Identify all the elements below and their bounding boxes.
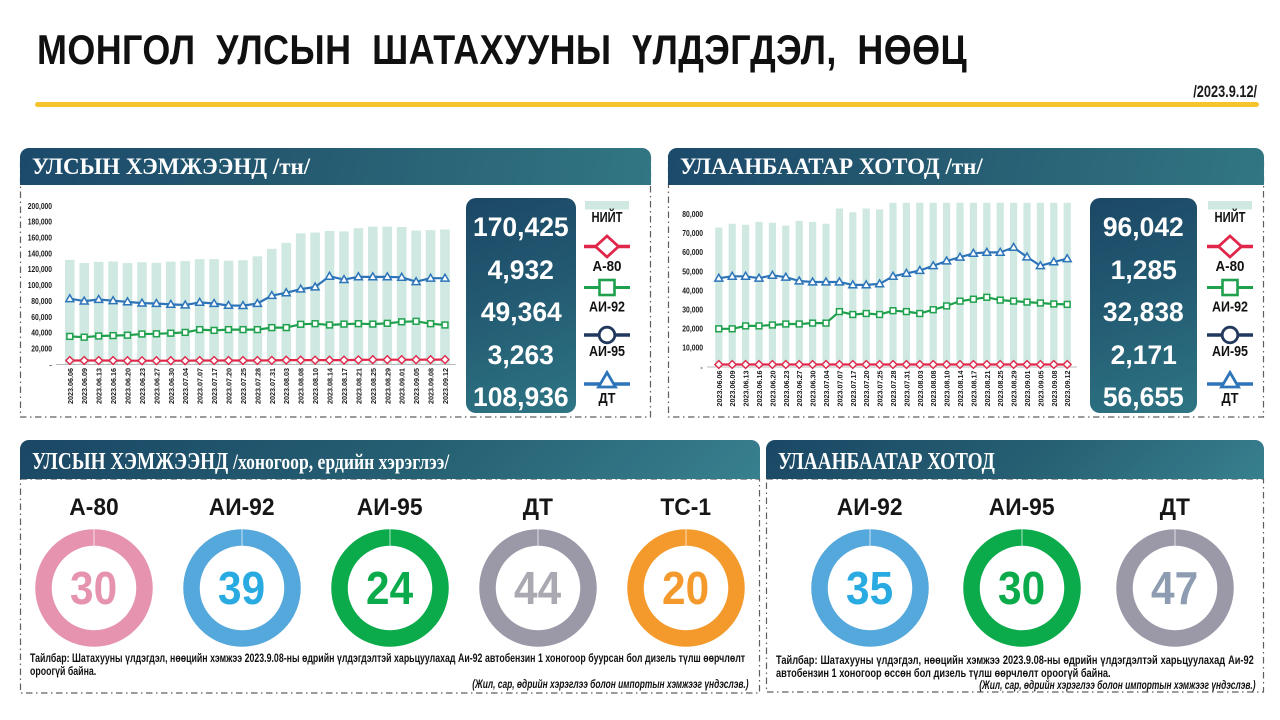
svg-text:2023.06.27: 2023.06.27 [795,371,804,407]
svg-text:180,000: 180,000 [28,218,53,227]
svg-text:70,000: 70,000 [682,229,703,238]
svg-text:-: - [700,363,703,372]
svg-text:20,000: 20,000 [682,325,703,334]
svg-text:2023.09.12: 2023.09.12 [441,368,450,404]
svg-text:2023.06.09: 2023.06.09 [80,368,89,404]
svg-text:2023.06.20: 2023.06.20 [768,371,777,407]
svg-text:2023.06.23: 2023.06.23 [782,371,791,407]
svg-text:НИЙТ: НИЙТ [592,208,623,226]
svg-text:2023.08.29: 2023.08.29 [383,368,392,404]
svg-text:2023.09.08: 2023.09.08 [1050,371,1059,407]
svg-text:10,000: 10,000 [682,344,703,353]
svg-text:А-80: А-80 [593,259,622,275]
svg-text:АИ-92: АИ-92 [589,300,625,316]
svg-text:-: - [49,360,52,369]
svg-text:2023.07.25: 2023.07.25 [876,371,885,407]
svg-text:2023.06.09: 2023.06.09 [728,371,737,407]
svg-text:2023.08.03: 2023.08.03 [282,368,291,404]
svg-text:2023.08.17: 2023.08.17 [340,368,349,404]
svg-text:2023.07.31: 2023.07.31 [902,371,911,407]
svg-text:2023.09.08: 2023.09.08 [427,368,436,404]
svg-text:2023.09.12: 2023.09.12 [1063,371,1072,407]
svg-text:2023.08.25: 2023.08.25 [996,371,1005,407]
svg-text:2023.07.04: 2023.07.04 [822,370,831,407]
svg-text:2023.07.25: 2023.07.25 [239,368,248,404]
svg-text:2023.08.08: 2023.08.08 [297,368,306,404]
svg-text:2023.08.10: 2023.08.10 [943,371,952,407]
svg-text:60,000: 60,000 [682,248,703,257]
svg-text:2023.06.20: 2023.06.20 [124,368,133,404]
svg-text:2023.06.06: 2023.06.06 [66,368,75,404]
svg-text:2023.07.07: 2023.07.07 [196,368,205,404]
svg-text:2023.09.05: 2023.09.05 [412,368,421,404]
svg-text:2023.09.05: 2023.09.05 [1036,371,1045,407]
svg-text:2023.08.10: 2023.08.10 [311,368,320,404]
svg-text:40,000: 40,000 [682,286,703,295]
svg-text:2023.07.28: 2023.07.28 [253,368,262,404]
svg-text:200,000: 200,000 [28,202,53,211]
svg-text:2023.08.08: 2023.08.08 [929,371,938,407]
svg-text:40,000: 40,000 [31,329,52,338]
svg-text:2023.07.28: 2023.07.28 [889,371,898,407]
svg-text:2023.09.01: 2023.09.01 [398,368,407,404]
svg-text:30,000: 30,000 [682,306,703,315]
svg-text:2023.06.13: 2023.06.13 [742,371,751,407]
svg-text:140,000: 140,000 [28,249,53,258]
svg-text:20,000: 20,000 [31,345,52,354]
svg-text:2023.08.17: 2023.08.17 [969,371,978,407]
svg-text:2023.08.14: 2023.08.14 [956,370,965,407]
svg-text:ДТ: ДТ [1222,391,1239,407]
svg-text:2023.06.16: 2023.06.16 [109,368,118,404]
svg-text:2023.07.04: 2023.07.04 [181,367,190,404]
svg-text:2023.06.27: 2023.06.27 [152,368,161,404]
svg-text:2023.09.01: 2023.09.01 [1023,371,1032,407]
svg-text:2023.08.25: 2023.08.25 [369,368,378,404]
svg-text:160,000: 160,000 [28,234,53,243]
svg-text:120,000: 120,000 [28,265,53,274]
svg-text:АИ-92: АИ-92 [1212,300,1248,316]
svg-text:2023.08.14: 2023.08.14 [326,367,335,404]
svg-text:2023.07.07: 2023.07.07 [835,371,844,407]
svg-text:АИ-95: АИ-95 [589,344,625,360]
svg-text:2023.08.21: 2023.08.21 [983,371,992,407]
svg-text:2023.07.17: 2023.07.17 [210,368,219,404]
svg-text:100,000: 100,000 [28,281,53,290]
svg-text:АИ-95: АИ-95 [1212,344,1248,360]
svg-text:2023.08.03: 2023.08.03 [916,371,925,407]
svg-text:2023.08.29: 2023.08.29 [1010,371,1019,407]
svg-text:2023.06.30: 2023.06.30 [809,371,818,407]
svg-text:А-80: А-80 [1216,259,1245,275]
svg-text:2023.06.16: 2023.06.16 [755,371,764,407]
svg-text:ДТ: ДТ [599,391,616,407]
svg-text:80,000: 80,000 [31,297,52,306]
svg-text:80,000: 80,000 [682,210,703,219]
svg-text:50,000: 50,000 [682,267,703,276]
svg-text:2023.07.17: 2023.07.17 [849,371,858,407]
svg-text:2023.07.31: 2023.07.31 [268,368,277,404]
svg-text:60,000: 60,000 [31,313,52,322]
svg-text:2023.07.20: 2023.07.20 [225,368,234,404]
svg-text:2023.06.13: 2023.06.13 [95,368,104,404]
svg-text:2023.06.30: 2023.06.30 [167,368,176,404]
svg-text:2023.06.06: 2023.06.06 [715,371,724,407]
svg-text:НИЙТ: НИЙТ [1215,208,1246,226]
svg-text:2023.07.20: 2023.07.20 [862,371,871,407]
svg-text:2023.06.23: 2023.06.23 [138,368,147,404]
svg-text:2023.08.21: 2023.08.21 [354,368,363,404]
